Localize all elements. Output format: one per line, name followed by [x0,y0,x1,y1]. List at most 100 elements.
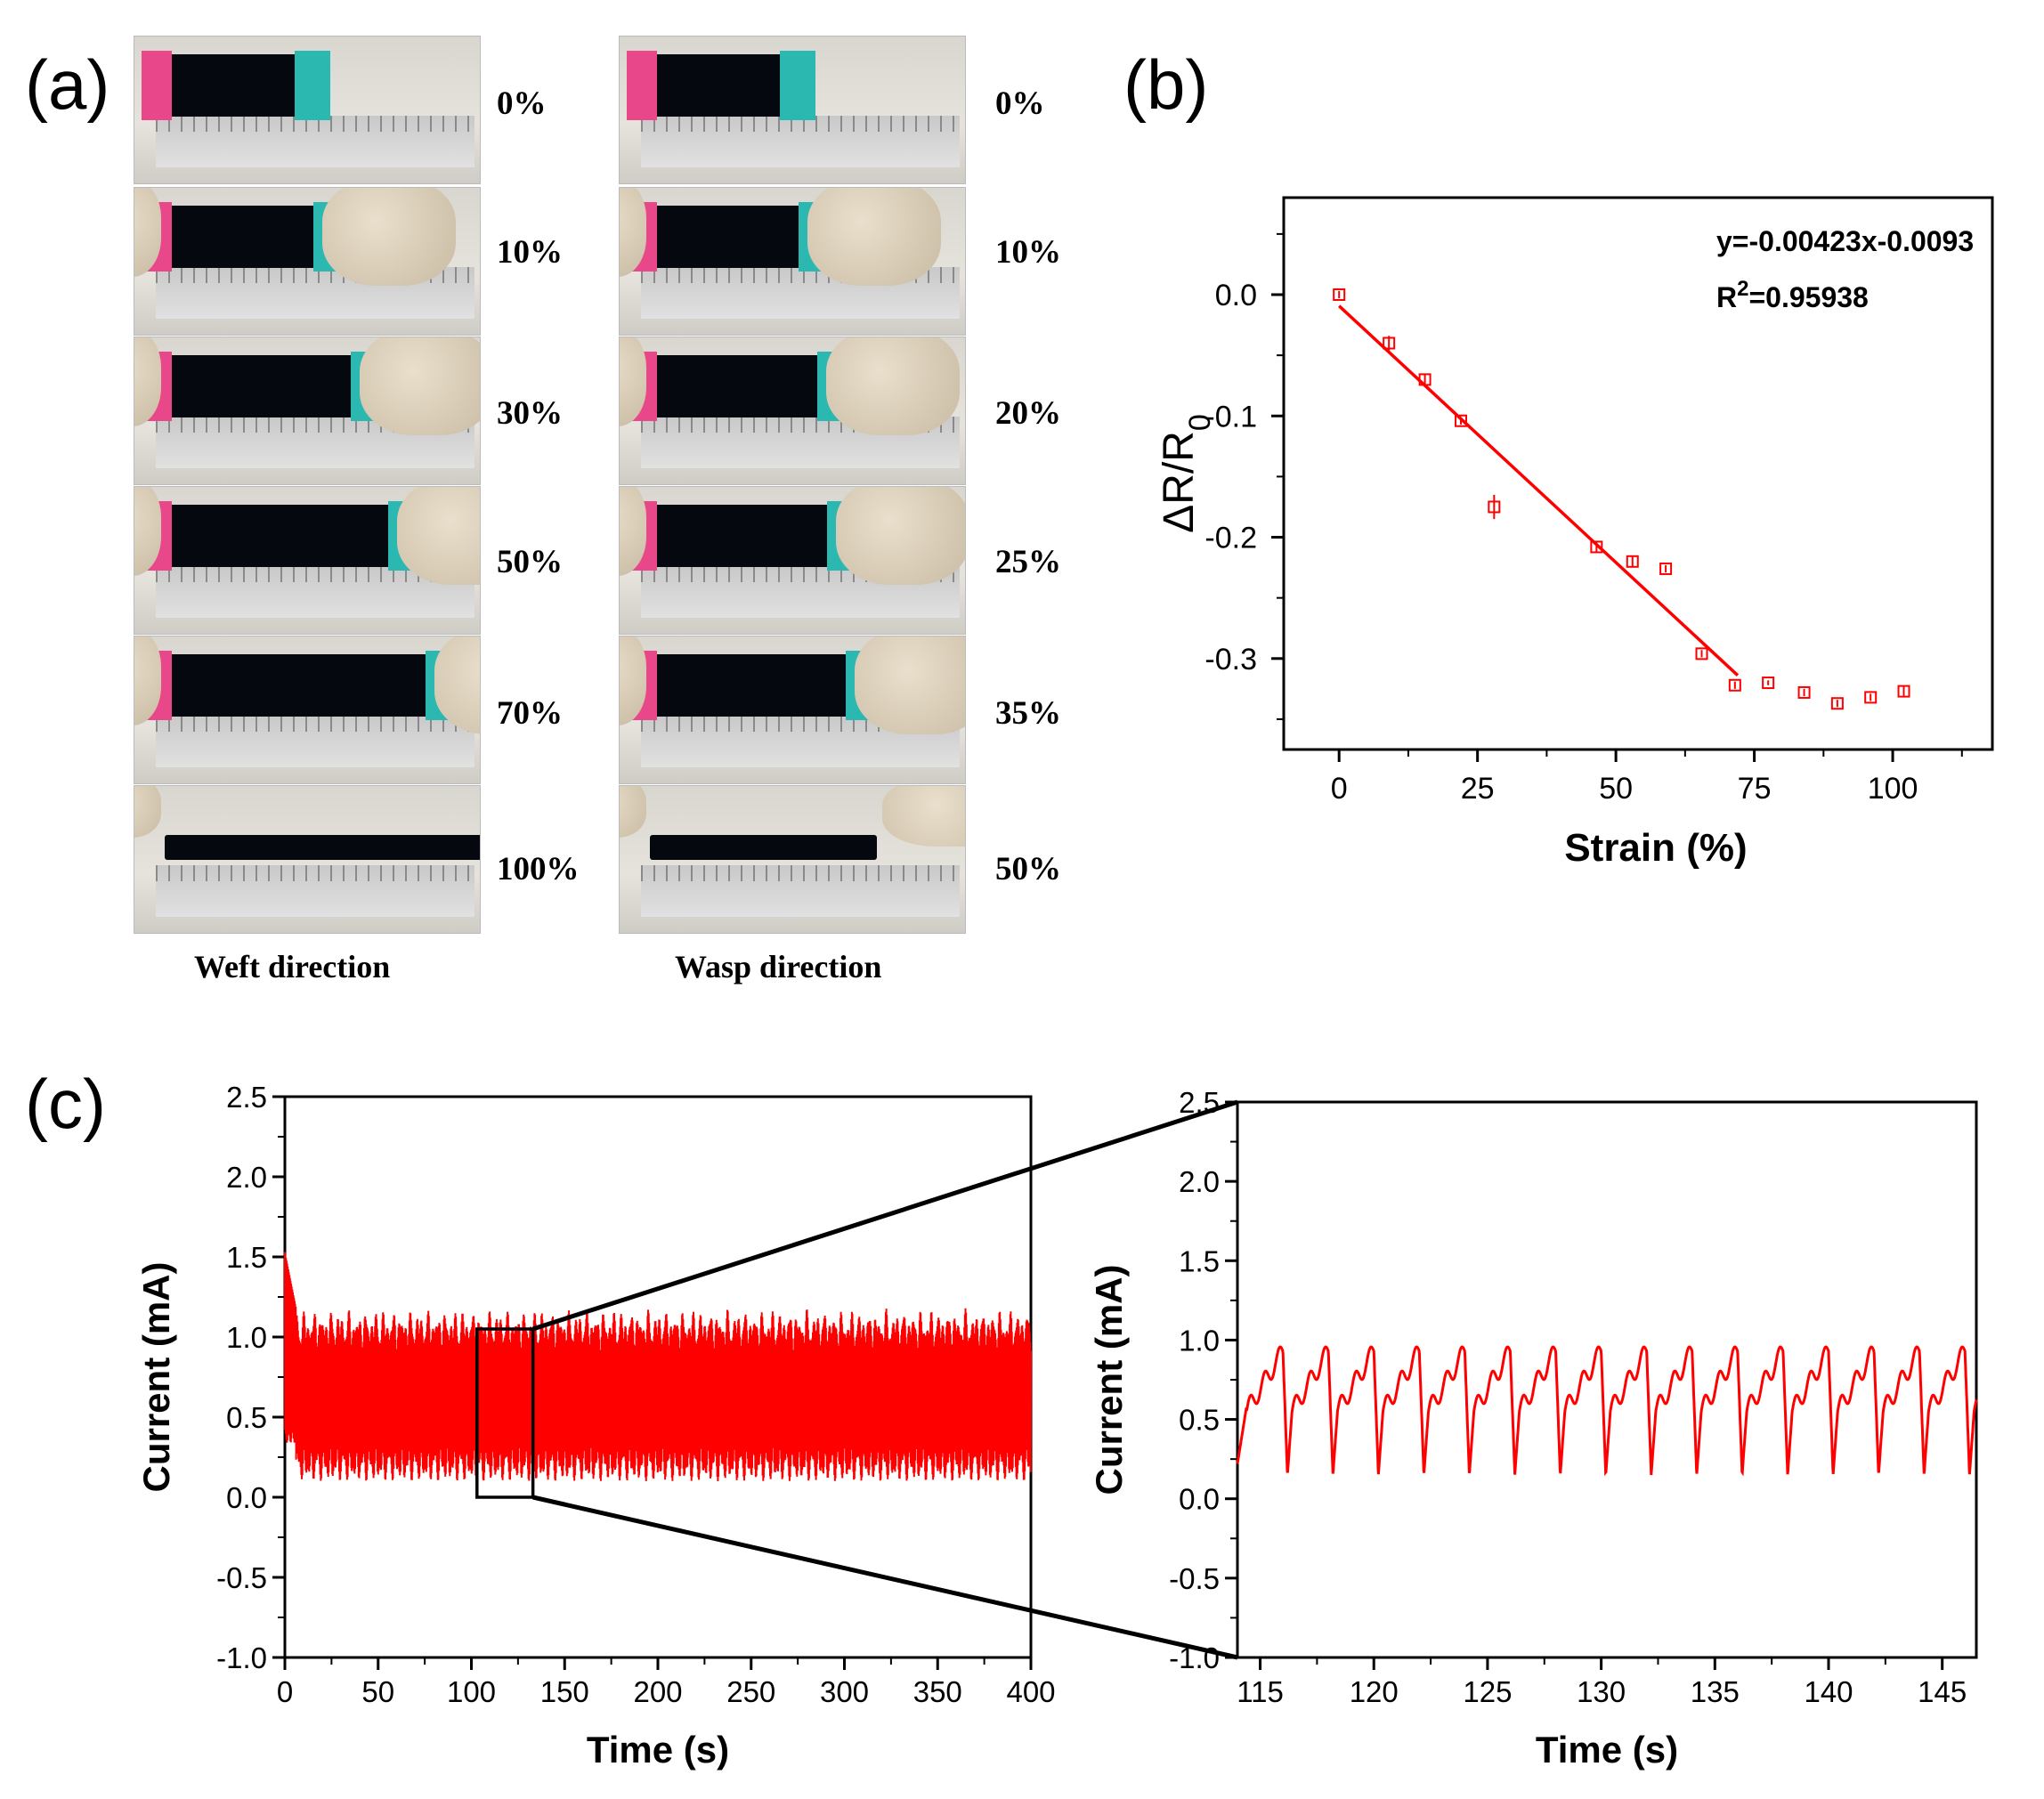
x-axis-label: Strain (%) [1564,826,1747,870]
x-tick-label: 0 [1331,772,1348,806]
y-tick-label: -0.1 [1204,400,1257,434]
r-squared-value: =0.95938 [1748,281,1868,313]
data-point [1383,336,1396,350]
linear-fit-line [1337,304,1740,677]
c-left-x-tick-label: 150 [540,1675,589,1708]
c-right-y-tick-label: -0.5 [1169,1562,1220,1595]
c-left-y-tick-label: -0.5 [216,1561,267,1594]
c-left-x-tick-label: 250 [726,1675,775,1708]
c-left-x-tick-label: 0 [277,1675,293,1708]
data-point [1797,685,1811,699]
x-tick-label: 50 [1599,772,1633,806]
c-right-x-tick-label: 115 [1237,1675,1284,1708]
data-point [1659,562,1673,575]
c-right-y-tick-label: 1.0 [1179,1324,1220,1357]
data-point [1333,288,1346,302]
zoom-box [475,1327,535,1499]
x-tick-label: 75 [1738,772,1772,806]
data-point [1864,691,1878,704]
panel-c-letter: (c) [25,1065,106,1143]
warp-strain-label: 10% [995,234,1061,271]
panel-a-letter: (a) [25,45,110,124]
warp-strain-label: 25% [995,544,1061,580]
c-left-current-trace [284,1252,1032,1482]
y-tick-label: 0.0 [1215,279,1257,312]
c-right-y-tick-label: 1.5 [1179,1244,1220,1277]
y-tick-label: -0.2 [1204,522,1257,555]
c-left-y-tick-label: 2.0 [226,1161,267,1194]
weft-strain-label: 70% [497,695,563,732]
weft-strain-label: 10% [497,234,563,271]
data-point [1488,500,1501,514]
weft-photo-2 [134,336,481,485]
data-point [1762,677,1775,690]
weft-photo-5 [134,785,481,934]
c-left-y-tick-label: 2.5 [226,1081,267,1114]
plot-frame [1282,196,1994,751]
data-point [1590,540,1603,554]
c-right-x-tick-label: 125 [1463,1675,1512,1708]
data-point [1728,678,1741,692]
warp-photo-5 [619,785,966,934]
warp-strain-label: 0% [995,85,1045,122]
c-left-y-axis-label: Current (mA) [135,1262,177,1493]
c-left-x-tick-label: 300 [820,1675,869,1708]
c-right-x-tick-label: 135 [1691,1675,1740,1708]
weft-strain-label: 30% [497,395,563,432]
data-point [1626,555,1639,568]
c-left-y-tick-label: -1.0 [216,1641,267,1674]
c-right-y-tick-label: 0.0 [1179,1483,1220,1516]
c-left-y-tick-label: 0.5 [226,1401,267,1434]
warp-photo-2 [619,336,966,485]
warp-photo-3 [619,486,966,635]
c-left-x-tick-label: 400 [1006,1675,1055,1708]
panel-b-letter: (b) [1123,45,1209,124]
weft-photo-4 [134,636,481,784]
data-point [1455,414,1467,427]
warp-strain-label: 35% [995,695,1061,732]
zoom-connector-bottom [532,1495,1238,1660]
y-axis-label-subscript: 0 [1183,414,1217,431]
zoom-connector-top [531,1099,1238,1332]
weft-photo-3 [134,486,481,635]
weft-photo-1 [134,187,481,336]
weft-strain-label: 50% [497,544,563,580]
r-squared-superscript: 2 [1737,277,1748,301]
data-point [1897,685,1910,698]
data-point [1418,373,1432,386]
weft-strain-label: 100% [497,851,580,887]
c-right-plot-frame [1236,1100,1978,1659]
fit-equation: y=-0.00423x-0.0093 [1716,225,1974,257]
x-tick-label: 25 [1461,772,1495,806]
warp-strain-label: 50% [995,851,1061,887]
warp-direction-label: Wasp direction [675,949,882,985]
y-tick-label: -0.3 [1204,643,1257,677]
weft-strain-label: 0% [497,85,547,122]
weft-direction-label: Weft direction [194,949,391,985]
warp-photo-0 [619,36,966,184]
fit-r-squared: R2=0.95938 [1716,277,1869,314]
c-left-y-tick-label: 1.5 [226,1241,267,1274]
c-right-x-axis-label: Time (s) [1536,1729,1678,1771]
c-right-x-tick-label: 120 [1350,1675,1399,1708]
data-point [1695,647,1708,660]
weft-photo-0 [134,36,481,184]
x-tick-label: 100 [1868,772,1918,806]
c-left-x-tick-label: 50 [361,1675,394,1708]
c-left-y-tick-label: 1.0 [226,1321,267,1354]
c-right-y-tick-label: 0.5 [1179,1404,1220,1437]
warp-photo-1 [619,187,966,336]
data-point [1830,697,1844,710]
warp-photo-4 [619,636,966,784]
c-left-x-tick-label: 100 [447,1675,496,1708]
c-right-x-tick-label: 145 [1918,1675,1967,1708]
c-left-y-tick-label: 0.0 [226,1481,267,1514]
warp-strain-label: 20% [995,395,1061,432]
c-right-x-tick-label: 140 [1804,1675,1853,1708]
c-right-x-tick-label: 130 [1577,1675,1626,1708]
c-left-x-axis-label: Time (s) [587,1729,729,1771]
c-right-current-trace [1236,1345,1978,1477]
c-left-x-tick-label: 350 [913,1675,962,1708]
